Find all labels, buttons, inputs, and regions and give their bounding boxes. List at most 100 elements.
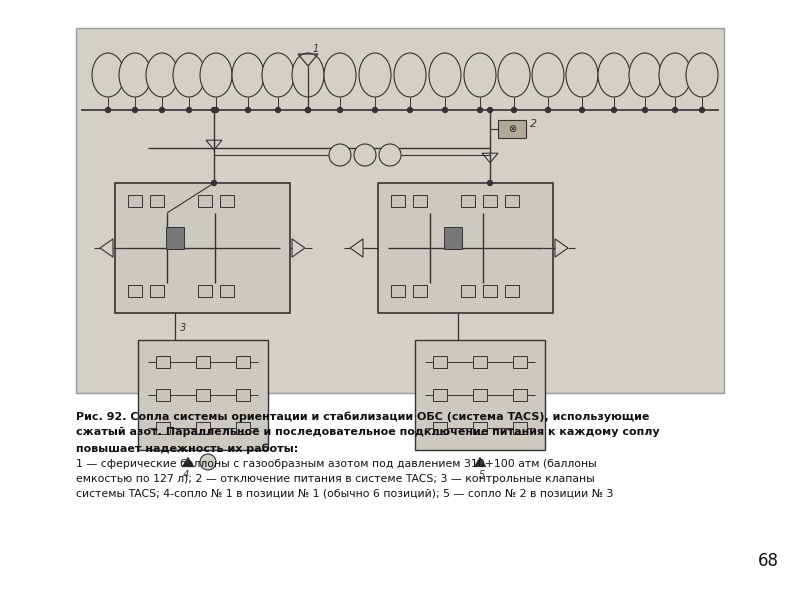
Ellipse shape [598,53,630,97]
Circle shape [442,107,447,113]
Bar [236,356,250,368]
Circle shape [699,107,705,113]
Bar [433,356,447,368]
Ellipse shape [659,53,691,97]
Text: 3: 3 [180,323,186,333]
Text: сжатый азот. Параллельное и последовательное подключение питания к каждому соплу: сжатый азот. Параллельное и последовател… [76,427,660,437]
Bar [505,285,519,297]
Circle shape [133,107,138,113]
Text: системы TACS; 4-сопло № 1 в позиции № 1 (обычно 6 позиций); 5 — сопло № 2 в пози: системы TACS; 4-сопло № 1 в позиции № 1 … [76,489,614,499]
Circle shape [211,181,217,185]
Bar [505,195,519,207]
Bar [236,422,250,434]
Bar [473,422,487,434]
Polygon shape [182,457,194,467]
Text: 68: 68 [758,552,779,570]
Ellipse shape [262,53,294,97]
Ellipse shape [532,53,564,97]
Bar [413,195,427,207]
Bar [196,389,210,401]
Text: Рис. 92. Сопла системы ориентации и стабилизации ОБС (система TACS), использующи: Рис. 92. Сопла системы ориентации и стаб… [76,411,650,421]
Bar [433,422,447,434]
Bar [444,227,462,249]
Bar [198,195,212,207]
Bar [498,120,526,138]
Bar [138,340,268,450]
Ellipse shape [464,53,496,97]
Bar [196,422,210,434]
Bar [150,195,164,207]
Text: 4: 4 [183,470,189,480]
Text: 1: 1 [313,44,319,54]
Ellipse shape [394,53,426,97]
Bar [76,28,724,393]
Ellipse shape [629,53,661,97]
Bar [378,183,553,313]
Bar [391,285,405,297]
Circle shape [211,107,217,113]
Circle shape [354,144,376,166]
Circle shape [611,107,617,113]
Ellipse shape [566,53,598,97]
Circle shape [546,107,550,113]
Bar [220,285,234,297]
Circle shape [106,107,110,113]
Circle shape [306,107,310,113]
Bar [128,195,142,207]
Ellipse shape [119,53,151,97]
Ellipse shape [686,53,718,97]
Circle shape [159,107,165,113]
Text: 1 — сферические баллоны с газообразным азотом под давлением 310+100 атм (баллоны: 1 — сферические баллоны с газообразным а… [76,459,597,469]
Ellipse shape [324,53,356,97]
Ellipse shape [200,53,232,97]
Circle shape [373,107,378,113]
Bar [156,422,170,434]
Circle shape [186,107,191,113]
Bar [391,195,405,207]
Ellipse shape [498,53,530,97]
Bar [156,389,170,401]
Circle shape [200,454,216,470]
Circle shape [379,144,401,166]
Circle shape [487,107,493,113]
Bar [513,389,527,401]
Bar [483,285,497,297]
Bar [415,340,545,450]
Bar [513,356,527,368]
Text: 5: 5 [479,470,485,480]
Circle shape [329,144,351,166]
Bar [461,285,475,297]
Circle shape [478,107,482,113]
Circle shape [487,181,493,185]
Bar [196,356,210,368]
Bar [166,227,184,249]
Bar [413,285,427,297]
Circle shape [673,107,678,113]
Polygon shape [474,457,486,467]
Bar [198,285,212,297]
Bar [513,422,527,434]
Ellipse shape [146,53,178,97]
Ellipse shape [292,53,324,97]
Bar [473,356,487,368]
Ellipse shape [92,53,124,97]
Circle shape [511,107,517,113]
Circle shape [246,107,250,113]
Ellipse shape [232,53,264,97]
Ellipse shape [359,53,391,97]
Circle shape [275,107,281,113]
Circle shape [306,107,310,113]
Bar [236,389,250,401]
Ellipse shape [173,53,205,97]
Bar [156,356,170,368]
Text: повышает надежность их работы:: повышает надежность их работы: [76,443,298,454]
Bar [220,195,234,207]
Bar [461,195,475,207]
Bar [433,389,447,401]
Bar [115,183,290,313]
Bar [128,285,142,297]
Ellipse shape [429,53,461,97]
Circle shape [338,107,342,113]
Bar [483,195,497,207]
Circle shape [579,107,585,113]
